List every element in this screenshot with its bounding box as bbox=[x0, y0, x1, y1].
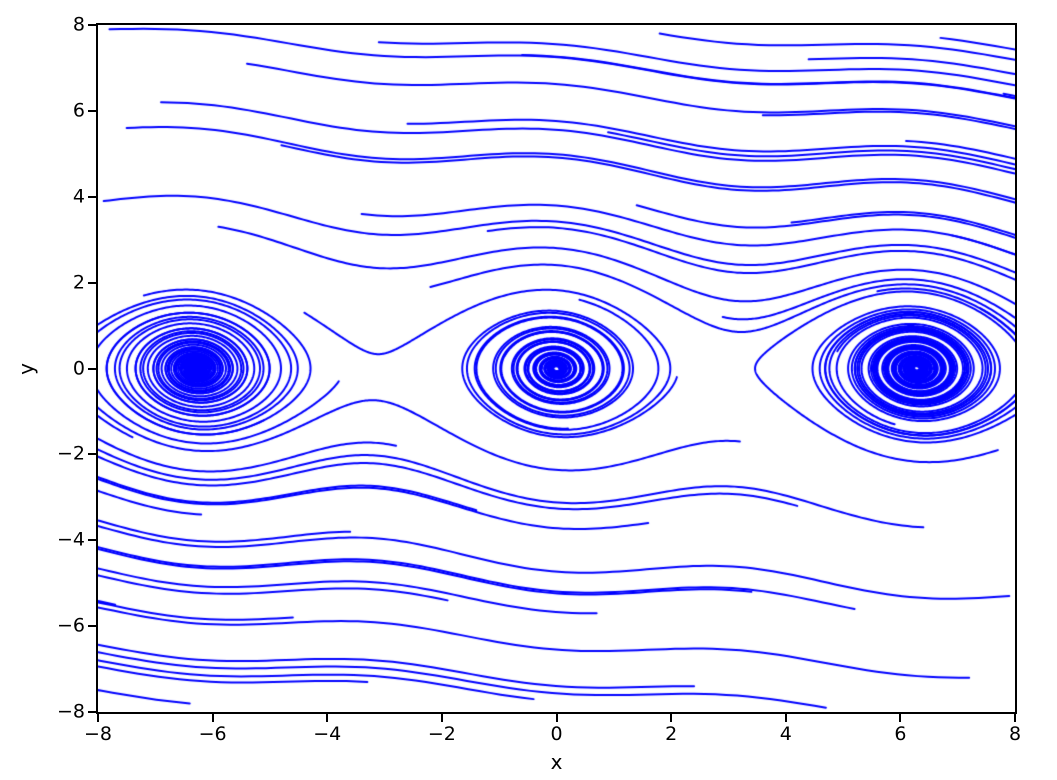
y-tick-label: 0 bbox=[72, 357, 85, 379]
x-tick-mark bbox=[555, 714, 558, 722]
x-tick-label: 2 bbox=[665, 723, 678, 745]
plot-area: x y −8 −6 −4 −2 0 2 4 6 8 −8 −6 −4 −2 0 2 4 6 8 bbox=[14, 15, 1021, 772]
y-tick-label: −6 bbox=[56, 614, 85, 637]
x-tick-label: −8 bbox=[83, 723, 113, 745]
x-tick-mark bbox=[211, 714, 214, 722]
x-tick-label: −6 bbox=[198, 723, 227, 745]
x-tick-label: 0 bbox=[550, 723, 563, 745]
x-tick-label: 4 bbox=[779, 723, 792, 745]
x-tick-mark bbox=[670, 714, 673, 722]
y-tick-label: 2 bbox=[72, 271, 85, 294]
y-tick-mark bbox=[88, 195, 96, 198]
x-tick-mark bbox=[1014, 714, 1016, 722]
x-tick-label: −4 bbox=[313, 723, 342, 745]
x-axis-label: x bbox=[550, 750, 563, 774]
x-tick-label: 6 bbox=[894, 723, 907, 745]
y-tick-mark bbox=[88, 711, 96, 713]
y-tick-mark bbox=[88, 625, 96, 628]
y-tick-mark bbox=[88, 539, 96, 542]
y-tick-label: −8 bbox=[56, 700, 85, 723]
phase-portrait-canvas bbox=[98, 25, 1015, 712]
x-tick-mark bbox=[326, 714, 329, 722]
y-tick-mark bbox=[88, 367, 96, 370]
y-axis-label: y bbox=[14, 362, 39, 375]
y-tick-mark bbox=[88, 281, 96, 284]
x-tick-mark bbox=[784, 714, 787, 722]
x-tick-mark bbox=[97, 714, 99, 722]
y-tick-label: −4 bbox=[56, 528, 85, 551]
x-tick-mark bbox=[440, 714, 443, 722]
y-tick-mark bbox=[88, 453, 96, 456]
y-tick-mark bbox=[88, 109, 96, 112]
y-tick-mark bbox=[88, 24, 96, 26]
x-tick-mark bbox=[899, 714, 902, 722]
y-tick-label: 4 bbox=[72, 185, 85, 208]
y-tick-label: 8 bbox=[72, 13, 85, 36]
y-tick-label: −2 bbox=[56, 442, 85, 465]
x-tick-label: 8 bbox=[1008, 723, 1022, 745]
y-tick-label: 6 bbox=[72, 99, 85, 122]
x-tick-label: −2 bbox=[427, 723, 456, 745]
